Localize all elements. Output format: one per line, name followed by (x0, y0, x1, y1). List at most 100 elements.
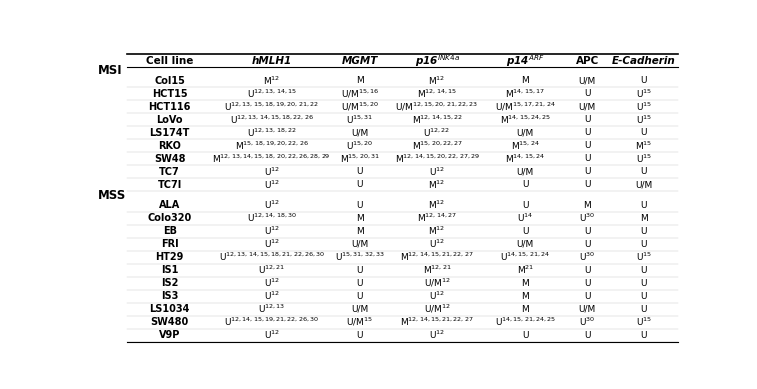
Text: SW480: SW480 (151, 317, 188, 327)
Text: M: M (522, 292, 529, 301)
Text: U/M: U/M (579, 305, 596, 314)
Text: U: U (640, 227, 647, 236)
Text: U$^{15}$: U$^{15}$ (636, 153, 652, 165)
Text: U: U (584, 266, 590, 275)
Text: M$^{12,21}$: M$^{12,21}$ (423, 264, 451, 276)
Text: U: U (522, 331, 528, 340)
Text: U: U (357, 279, 363, 288)
Text: M$^{12}$: M$^{12}$ (428, 75, 446, 87)
Text: M$^{12}$: M$^{12}$ (428, 179, 446, 191)
Text: U$^{12,13,18,22}$: U$^{12,13,18,22}$ (247, 127, 297, 139)
Text: U$^{30}$: U$^{30}$ (579, 212, 596, 224)
Text: M$^{15,20,31}$: M$^{15,20,31}$ (340, 153, 380, 165)
Text: M: M (522, 279, 529, 288)
Text: U: U (640, 305, 647, 314)
Text: U: U (357, 167, 363, 177)
Text: U$^{15}$: U$^{15}$ (636, 114, 652, 126)
Text: U$^{15,31}$: U$^{15,31}$ (346, 114, 374, 126)
Text: U/M: U/M (579, 76, 596, 85)
Text: ALA: ALA (159, 200, 180, 210)
Text: U$^{15,31,32,33}$: U$^{15,31,32,33}$ (335, 251, 385, 263)
Text: U: U (640, 279, 647, 288)
Text: U$^{30}$: U$^{30}$ (579, 251, 596, 263)
Text: U$^{12,13,14,15}$: U$^{12,13,14,15}$ (247, 88, 297, 100)
Text: U: U (640, 292, 647, 301)
Text: U$^{12}$: U$^{12}$ (263, 329, 279, 342)
Text: U: U (522, 180, 528, 189)
Text: U: U (357, 292, 363, 301)
Text: M: M (522, 76, 529, 85)
Text: IS2: IS2 (161, 278, 179, 288)
Text: p16$^{INK4a}$: p16$^{INK4a}$ (415, 53, 459, 68)
Text: M: M (356, 76, 364, 85)
Text: M$^{14,15,24}$: M$^{14,15,24}$ (506, 153, 545, 165)
Text: U: U (522, 201, 528, 210)
Text: U/M: U/M (579, 102, 596, 111)
Text: M$^{12}$: M$^{12}$ (428, 199, 446, 211)
Text: U/M: U/M (351, 305, 369, 314)
Text: M$^{15,24}$: M$^{15,24}$ (511, 140, 540, 152)
Text: M$^{12,13,14,15,18,20,22,26,28,29}$: M$^{12,13,14,15,18,20,22,26,28,29}$ (213, 153, 331, 165)
Text: U$^{12}$: U$^{12}$ (429, 238, 445, 251)
Text: U/M$^{12}$: U/M$^{12}$ (424, 303, 450, 315)
Text: HCT15: HCT15 (152, 89, 188, 99)
Text: U$^{12}$: U$^{12}$ (263, 225, 279, 237)
Text: U$^{12,21}$: U$^{12,21}$ (258, 264, 285, 276)
Text: IS1: IS1 (161, 265, 179, 275)
Text: M$^{21}$: M$^{21}$ (516, 264, 534, 276)
Text: U: U (640, 331, 647, 340)
Text: U/M$^{15,20}$: U/M$^{15,20}$ (341, 101, 379, 113)
Text: U: U (584, 292, 590, 301)
Text: MSS: MSS (98, 189, 126, 202)
Text: U/M$^{12,15,20,21,22,23}$: U/M$^{12,15,20,21,22,23}$ (395, 101, 478, 113)
Text: HT29: HT29 (155, 252, 184, 262)
Text: U$^{14}$: U$^{14}$ (517, 212, 534, 224)
Text: U/M: U/M (517, 240, 534, 249)
Text: U: U (584, 331, 590, 340)
Text: MSI: MSI (98, 64, 122, 77)
Text: U: U (584, 227, 590, 236)
Text: hMLH1: hMLH1 (251, 56, 291, 66)
Text: U: U (357, 201, 363, 210)
Text: MGMT: MGMT (341, 56, 378, 66)
Text: U$^{15,20}$: U$^{15,20}$ (346, 140, 374, 152)
Text: M$^{12,14,15}$: M$^{12,14,15}$ (417, 88, 457, 100)
Text: U$^{12,14,15,19,21,22,26,30}$: U$^{12,14,15,19,21,22,26,30}$ (224, 316, 319, 328)
Text: U$^{12,13}$: U$^{12,13}$ (258, 303, 285, 315)
Text: M$^{12,14,15,21,22,27}$: M$^{12,14,15,21,22,27}$ (400, 251, 474, 263)
Text: EB: EB (163, 226, 176, 236)
Text: U$^{12}$: U$^{12}$ (263, 166, 279, 178)
Text: U: U (584, 141, 590, 151)
Text: M: M (356, 227, 364, 236)
Text: U$^{12}$: U$^{12}$ (429, 290, 445, 302)
Text: U$^{12,22}$: U$^{12,22}$ (423, 127, 450, 139)
Text: M: M (356, 214, 364, 223)
Text: M$^{14,15,24,25}$: M$^{14,15,24,25}$ (500, 114, 551, 126)
Text: U: U (640, 76, 647, 85)
Text: M$^{12}$: M$^{12}$ (263, 75, 280, 87)
Text: TC7I: TC7I (157, 180, 182, 190)
Text: M$^{15,20,22,27}$: M$^{15,20,22,27}$ (412, 140, 463, 152)
Text: U/M$^{15,17,21,24}$: U/M$^{15,17,21,24}$ (495, 101, 556, 113)
Text: U$^{12}$: U$^{12}$ (263, 277, 279, 289)
Text: U: U (584, 154, 590, 163)
Text: U: U (584, 116, 590, 124)
Text: U$^{12}$: U$^{12}$ (263, 199, 279, 211)
Text: U/M: U/M (517, 128, 534, 137)
Text: U$^{15}$: U$^{15}$ (636, 316, 652, 328)
Text: U/M: U/M (351, 240, 369, 249)
Text: M: M (522, 305, 529, 314)
Text: HCT116: HCT116 (148, 102, 191, 112)
Text: U$^{15}$: U$^{15}$ (636, 88, 652, 100)
Text: U: U (640, 128, 647, 137)
Text: TC7: TC7 (159, 167, 180, 177)
Text: APC: APC (576, 56, 599, 66)
Text: U$^{12}$: U$^{12}$ (263, 290, 279, 302)
Text: Colo320: Colo320 (148, 213, 192, 223)
Text: U: U (584, 240, 590, 249)
Text: M$^{12,14,15,20,22,27,29}$: M$^{12,14,15,20,22,27,29}$ (394, 153, 479, 165)
Text: U: U (640, 266, 647, 275)
Text: M$^{12,14,15,21,22,27}$: M$^{12,14,15,21,22,27}$ (400, 316, 474, 328)
Text: U$^{15}$: U$^{15}$ (636, 101, 652, 113)
Text: U$^{12,13,15,18,19,20,21,22}$: U$^{12,13,15,18,19,20,21,22}$ (224, 101, 319, 113)
